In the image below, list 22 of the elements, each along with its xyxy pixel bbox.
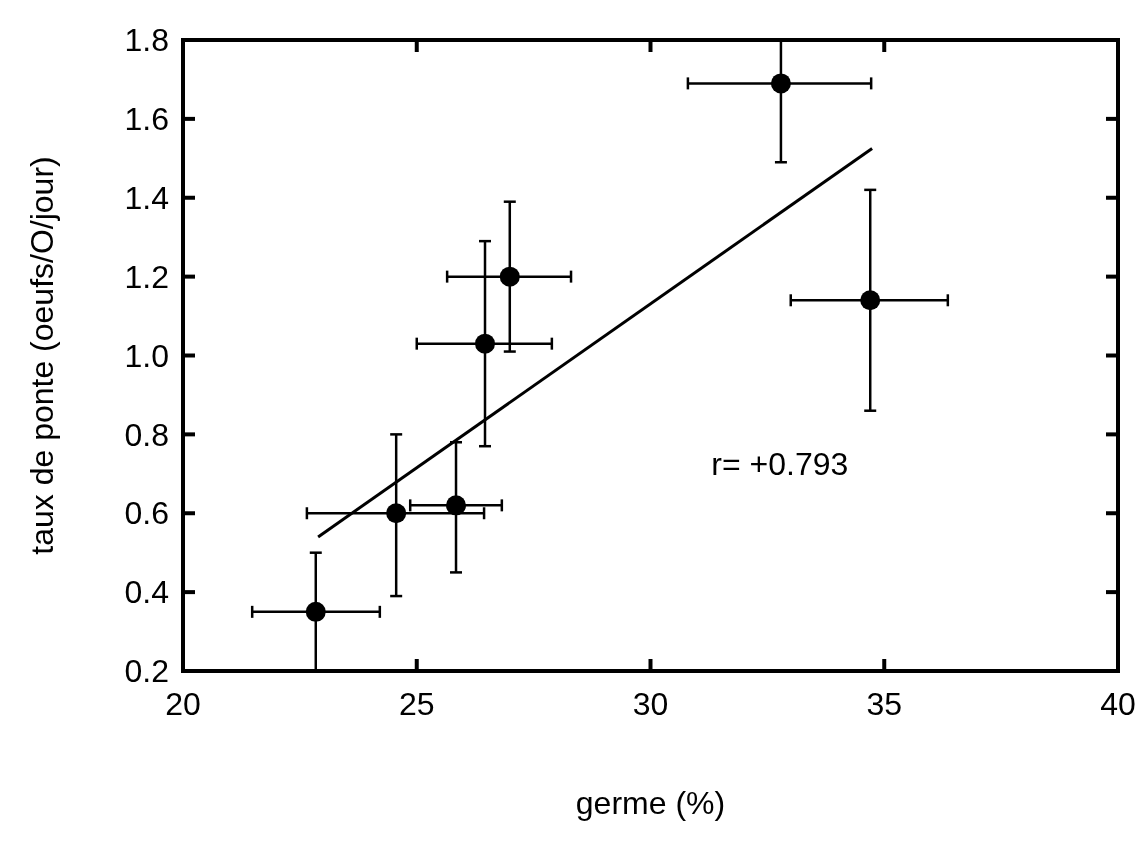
- x-tick-label: 40: [1100, 686, 1136, 722]
- y-tick-label: 0.8: [124, 416, 169, 453]
- y-tick-label: 1.0: [124, 337, 169, 374]
- y-axis-title: taux de ponte (oeufs/O/jour): [24, 156, 60, 555]
- y-tick-label: 1.6: [124, 101, 169, 138]
- y-tick-label: 1.4: [124, 179, 169, 216]
- point: [386, 503, 407, 524]
- x-axis-title: germe (%): [575, 785, 726, 821]
- point: [860, 290, 881, 311]
- y-tick-label: 0.6: [124, 495, 169, 532]
- point: [446, 495, 467, 516]
- point: [305, 601, 326, 622]
- annotation: r= +0.793: [711, 446, 849, 483]
- y-tick-label: 1.2: [124, 258, 169, 295]
- point: [770, 73, 791, 94]
- y-tick-label: 1.8: [124, 22, 169, 59]
- y-tick-label: 0.4: [124, 574, 169, 611]
- x-tick-label: 30: [632, 686, 669, 722]
- x-tick-label: 35: [866, 686, 903, 722]
- x-tick-label: 25: [398, 686, 435, 722]
- point: [475, 333, 496, 354]
- point: [499, 266, 520, 287]
